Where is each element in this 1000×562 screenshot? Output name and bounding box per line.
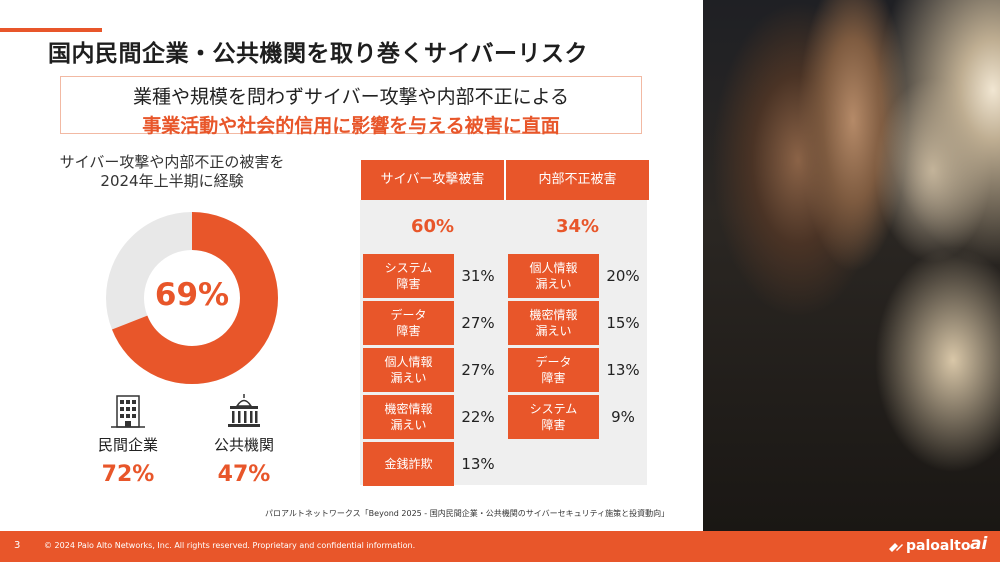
category-line-2: 障害 [541,371,566,385]
subtitle-line-1: 業種や規模を問わずサイバー攻撃や内部不正による [132,86,570,108]
category-line-2: 障害 [541,418,566,432]
category-line-1: システム [529,402,578,416]
category-line-1: 機密情報 [384,402,433,416]
page-number: 3 [14,540,21,551]
paloalto-logo: paloalto ai [888,534,990,558]
category-line-2: 漏えい [535,277,572,291]
column-header-cyber: サイバー攻撃被害 [361,160,504,200]
paloalto-logo-icon [889,543,903,552]
cyber-value: 13% [461,455,495,473]
category-line-2: 漏えい [390,418,427,432]
category-line-1: 金銭詐欺 [384,457,433,471]
org-label-private: 民間企業 [97,436,158,454]
internal-value: 13% [606,361,640,379]
cyber-category-cell: 金銭詐欺 [363,442,454,486]
cyber-category-cell: 機密情報 漏えい [363,395,454,439]
org-label-public: 公共機関 [213,436,274,454]
category-line-2: 障害 [396,324,421,338]
cyber-value: 27% [461,361,495,379]
page-title: 国内民間企業・公共機関を取り巻くサイバーリスク [48,41,589,67]
cyber-value: 22% [461,408,495,426]
source-note: パロアルトネットワークス「Beyond 2025 - 国内民間企業・公共機関のサ… [265,509,670,518]
internal-value: 20% [606,267,640,285]
internal-category-cell: 機密情報 漏えい [508,301,599,345]
office-building-icon [111,395,145,428]
footer-bar [0,531,1000,562]
cyber-category-cell: 個人情報 漏えい [363,348,454,392]
category-line-1: データ [390,308,427,322]
internal-value: 15% [606,314,640,332]
category-line-2: 漏えい [390,371,427,385]
category-line-1: 機密情報 [529,308,578,322]
cyber-category-cell: データ 障害 [363,301,454,345]
column-header-internal: 内部不正被害 [506,160,649,200]
subtitle-line-2: 事業活動や社会的信用に影響を与える被害に直面 [142,115,560,137]
internal-category-cell: システム 障害 [508,395,599,439]
category-line-1: データ [535,355,572,369]
title-accent-bar [0,28,102,32]
internal-category-cell: データ 障害 [508,348,599,392]
internal-category-cell: 個人情報 漏えい [508,254,599,298]
org-percent-public: 47% [217,462,271,487]
category-line-2: 障害 [396,277,421,291]
org-percent-private: 72% [101,462,155,487]
logo-ai-suffix: ai [970,534,988,554]
internal-total-percent: 34% [555,216,600,237]
cyber-value: 31% [461,267,495,285]
category-line-2: 漏えい [535,324,572,338]
cyber-value: 27% [461,314,495,332]
donut-percent-label: 69% [154,277,230,313]
damage-donut-chart [106,212,278,384]
category-line-1: 個人情報 [529,261,578,275]
donut-title-line-1: サイバー攻撃や内部不正の被害を [59,153,285,171]
internal-value: 9% [611,408,635,426]
government-building-icon [228,394,260,427]
logo-wordmark: paloalto [906,538,971,554]
subtitle-box: 業種や規模を問わずサイバー攻撃や内部不正による 事業活動や社会的信用に影響を与え… [60,76,642,137]
category-line-1: システム [384,261,433,275]
developers-photo [703,0,1000,531]
donut-value-arc [106,212,278,384]
category-line-1: 個人情報 [384,355,433,369]
copyright-text: © 2024 Palo Alto Networks, Inc. All righ… [44,541,416,550]
donut-title-line-2: 2024年上半期に経験 [100,172,244,190]
cyber-category-cell: システム 障害 [363,254,454,298]
cyber-total-percent: 60% [410,216,455,237]
